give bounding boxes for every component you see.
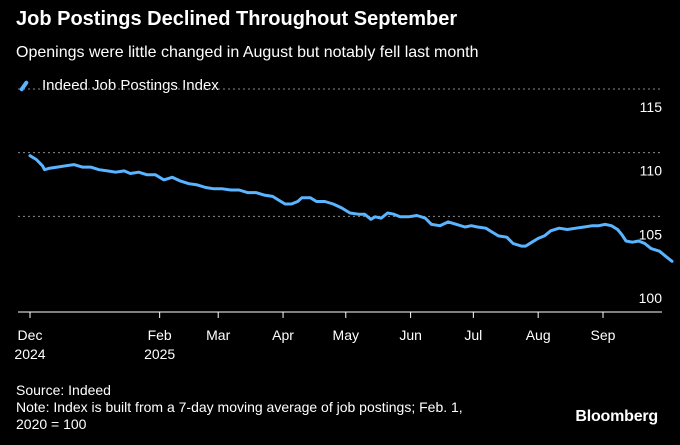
source-note: Source: Indeed	[16, 382, 111, 398]
bloomberg-logo: Bloomberg	[575, 408, 658, 425]
methodology-note-line1: Note: Index is built from a 7-day moving…	[16, 399, 463, 415]
legend: Indeed Job Postings Index	[16, 77, 219, 94]
x-tick-label-jul: Jul	[464, 327, 482, 343]
chart-subtitle: Openings were little changed in August b…	[16, 44, 479, 61]
x-tick-label-apr: Apr	[272, 327, 294, 343]
y-tick-label-100: 100	[639, 290, 663, 306]
y-tick-label-115: 115	[640, 99, 663, 115]
y-tick-label-105: 105	[639, 226, 663, 242]
series-line-0	[28, 154, 674, 263]
x-tick-year-2024: 2024	[14, 346, 45, 362]
methodology-note-line2: 2020 = 100	[16, 416, 87, 432]
x-tick-label-sep: Sep	[591, 327, 616, 343]
chart-footnotes: Source: Indeed Note: Index is built from…	[16, 382, 463, 433]
x-tick-label-jun: Jun	[399, 327, 422, 343]
x-tick-label-feb: Feb	[148, 327, 172, 343]
x-tick-label-aug: Aug	[526, 327, 551, 343]
y-tick-label-110: 110	[640, 163, 663, 179]
x-tick-label-mar: Mar	[206, 327, 230, 343]
legend-label: Indeed Job Postings Index	[42, 77, 219, 94]
x-tick-label-dec: Dec	[18, 327, 43, 343]
x-tick-label-may: May	[333, 327, 359, 343]
y-tick-labels: 100 105 110 115	[639, 99, 663, 306]
series-layer	[28, 154, 674, 263]
x-axis: Dec 2024 Feb 2025 Mar Apr May Jun Jul Aug Sep	[14, 311, 662, 362]
chart-title: Job Postings Declined Throughout Septemb…	[16, 8, 458, 30]
x-tick-year-2025: 2025	[144, 346, 175, 362]
gridlines	[18, 88, 662, 217]
